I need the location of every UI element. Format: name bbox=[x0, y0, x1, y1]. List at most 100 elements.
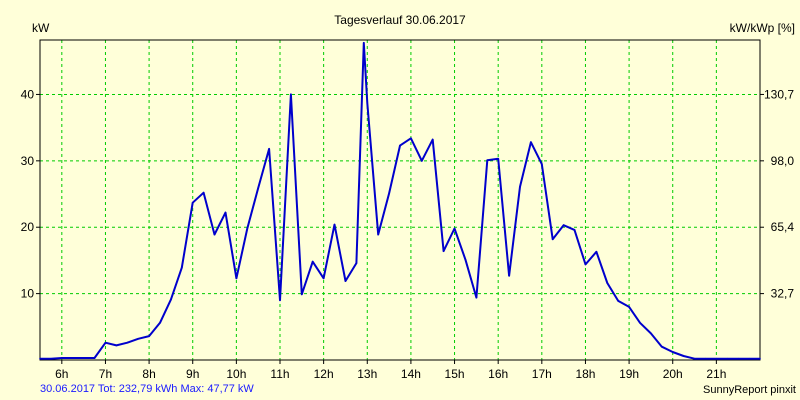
data-point bbox=[410, 137, 412, 140]
data-point bbox=[363, 42, 365, 44]
data-point bbox=[682, 355, 685, 357]
data-point bbox=[213, 233, 216, 236]
footer-credit: SunnyReport pinxit bbox=[703, 384, 796, 396]
y-axis-left-label: kW bbox=[32, 21, 50, 35]
data-point bbox=[541, 163, 543, 165]
data-point bbox=[202, 191, 205, 194]
data-point bbox=[671, 351, 674, 353]
series-layer bbox=[39, 41, 761, 360]
data-point bbox=[311, 260, 314, 263]
plot-frame bbox=[39, 39, 761, 361]
data-point bbox=[551, 238, 554, 240]
data-point bbox=[61, 357, 63, 359]
data-point bbox=[170, 298, 172, 301]
y-left-tick-label: 40 bbox=[21, 87, 35, 101]
footer-summary: 30.06.2017 Tot: 232,79 kWh Max: 47,77 kW bbox=[40, 383, 254, 395]
y-right-tick-label: 130,7 bbox=[764, 87, 794, 101]
y-right-tick-label: 65,4 bbox=[771, 220, 795, 234]
x-tick-label: 12h bbox=[314, 367, 334, 381]
data-point bbox=[235, 277, 238, 280]
data-point bbox=[628, 306, 630, 308]
x-tick-label: 6h bbox=[55, 367, 68, 381]
y-axis-right-label: kW/kWp [%] bbox=[730, 21, 795, 35]
data-point bbox=[431, 138, 434, 141]
data-point bbox=[737, 357, 739, 360]
x-tick-label: 19h bbox=[619, 367, 639, 381]
data-point bbox=[268, 148, 270, 150]
data-point bbox=[595, 251, 598, 253]
data-point bbox=[573, 229, 576, 231]
data-point bbox=[661, 345, 663, 348]
data-point bbox=[115, 344, 118, 347]
data-point bbox=[399, 144, 401, 147]
data-point bbox=[322, 277, 325, 280]
data-point bbox=[181, 266, 183, 269]
data-point bbox=[50, 357, 52, 360]
data-point bbox=[421, 160, 423, 162]
x-axis: 6h 7h 8h 9h 10h 11h 12h 13h 14h 15h 16h 17h 18h 19h 20… bbox=[55, 360, 726, 381]
data-point bbox=[759, 357, 761, 360]
data-point bbox=[279, 299, 281, 302]
x-tick-label: 13h bbox=[357, 367, 377, 381]
data-point bbox=[726, 357, 729, 360]
data-point bbox=[530, 141, 532, 143]
data-point bbox=[377, 233, 380, 236]
y-right-tick-label: 98,0 bbox=[771, 154, 795, 168]
x-tick-label: 9h bbox=[186, 367, 199, 381]
data-point bbox=[126, 341, 129, 344]
x-tick-label: 18h bbox=[575, 367, 595, 381]
data-point bbox=[388, 192, 390, 195]
x-tick-label: 7h bbox=[99, 367, 112, 381]
data-point bbox=[366, 102, 369, 104]
data-point bbox=[475, 296, 478, 299]
data-point bbox=[464, 259, 467, 261]
data-point bbox=[39, 357, 41, 360]
data-point bbox=[355, 262, 358, 264]
y-left-tick-label: 30 bbox=[21, 154, 35, 168]
data-point bbox=[693, 357, 696, 360]
data-point bbox=[715, 357, 718, 360]
chart-title: Tagesverlauf 30.06.2017 bbox=[334, 13, 466, 27]
y-axis-right: 32,7 65,4 98,0 130,7 bbox=[760, 87, 795, 301]
data-point bbox=[584, 263, 587, 266]
y-axis-left: 10 20 30 40 bbox=[21, 87, 40, 301]
y-left-tick-label: 20 bbox=[21, 220, 35, 234]
data-point bbox=[562, 224, 565, 226]
data-point bbox=[290, 93, 292, 96]
y-right-tick-label: 32,7 bbox=[771, 287, 795, 301]
y-left-tick-label: 10 bbox=[21, 287, 35, 301]
x-tick-label: 21h bbox=[706, 367, 726, 381]
data-point bbox=[639, 322, 641, 324]
x-tick-label: 15h bbox=[445, 367, 465, 381]
data-point bbox=[191, 201, 194, 204]
data-point bbox=[453, 227, 456, 230]
data-point bbox=[617, 300, 619, 302]
series-line-power bbox=[40, 41, 760, 360]
data-point bbox=[606, 282, 609, 284]
data-point bbox=[246, 227, 249, 230]
data-point bbox=[257, 187, 260, 189]
data-point bbox=[301, 293, 303, 296]
data-point bbox=[159, 322, 161, 324]
data-point bbox=[486, 159, 489, 161]
data-point bbox=[148, 335, 150, 337]
data-point bbox=[344, 280, 347, 282]
x-tick-label: 8h bbox=[142, 367, 155, 381]
data-point bbox=[224, 211, 227, 214]
x-tick-label: 11h bbox=[270, 367, 289, 381]
data-point bbox=[71, 357, 74, 359]
data-point bbox=[704, 357, 707, 360]
data-point bbox=[93, 357, 96, 359]
x-tick-label: 10h bbox=[226, 367, 246, 381]
data-point bbox=[104, 341, 107, 344]
x-tick-label: 20h bbox=[663, 367, 683, 381]
data-point bbox=[137, 338, 139, 340]
x-tick-label: 14h bbox=[401, 367, 421, 381]
data-point bbox=[748, 357, 750, 360]
data-point bbox=[333, 223, 336, 226]
data-point bbox=[519, 185, 521, 188]
data-point bbox=[442, 250, 445, 252]
x-tick-label: 17h bbox=[532, 367, 552, 381]
